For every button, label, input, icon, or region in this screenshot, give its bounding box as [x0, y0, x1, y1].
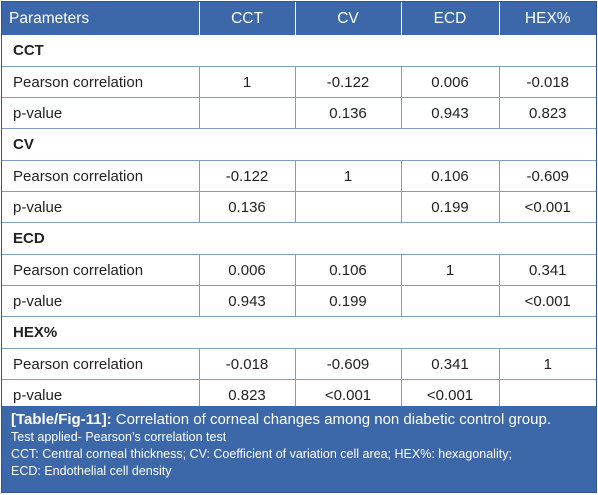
- table-cell: 0.006: [401, 66, 500, 98]
- row-label: Pearson correlation: [2, 348, 200, 380]
- section-row-cct: CCT: [2, 35, 596, 67]
- table-cell: -0.018: [499, 66, 596, 98]
- caption-title: Correlation of corneal changes among non…: [115, 411, 552, 428]
- header-cv: CV: [295, 2, 402, 35]
- table-cell: [199, 97, 296, 129]
- table-row: Pearson correlation 0.006 0.106 1 0.341: [2, 254, 596, 286]
- row-label: Pearson correlation: [2, 254, 200, 286]
- row-label: p-value: [2, 285, 200, 317]
- table-cell: [295, 191, 402, 223]
- correlation-table: Parameters CCT CV ECD HEX% CCT Pearson c…: [2, 2, 596, 411]
- table-cell: 0.106: [295, 254, 402, 286]
- table-cell: 0.199: [295, 285, 402, 317]
- table-cell: 0.136: [295, 97, 402, 129]
- caption-tag: [Table/Fig-11]:: [11, 411, 112, 428]
- table-cell: 0.341: [499, 254, 596, 286]
- table-cell: -0.609: [499, 160, 596, 192]
- section-row-ecd: ECD: [2, 222, 596, 255]
- table-row: Pearson correlation 1 -0.122 0.006 -0.01…: [2, 66, 596, 98]
- table-cell: 0.823: [199, 379, 296, 411]
- table-cell: 1: [199, 66, 296, 98]
- table-cell: 0.943: [401, 97, 500, 129]
- row-label: p-value: [2, 191, 200, 223]
- table-cell: -0.122: [199, 160, 296, 192]
- section-title: CCT: [2, 35, 596, 67]
- table-caption: [Table/Fig-11]: Correlation of corneal c…: [2, 406, 596, 492]
- table-row: p-value 0.136 0.199 <0.001: [2, 191, 596, 223]
- table-cell: [401, 285, 500, 317]
- table-cell: 0.006: [199, 254, 296, 286]
- caption-abbreviations-1: CCT: Central corneal thickness; CV: Coef…: [11, 447, 512, 461]
- table-cell: 0.823: [499, 97, 596, 129]
- table-cell: 1: [401, 254, 500, 286]
- caption-title-line: [Table/Fig-11]: Correlation of corneal c…: [11, 410, 589, 429]
- section-title: ECD: [2, 222, 596, 255]
- header-row: Parameters CCT CV ECD HEX%: [2, 2, 596, 35]
- row-label: p-value: [2, 379, 200, 411]
- table-row: p-value 0.943 0.199 <0.001: [2, 285, 596, 317]
- table-cell: 1: [499, 348, 596, 380]
- table-cell: 0.341: [401, 348, 500, 380]
- table-cell: 0.199: [401, 191, 500, 223]
- table-cell: 0.136: [199, 191, 296, 223]
- table-cell: <0.001: [499, 191, 596, 223]
- section-row-hex: HEX%: [2, 316, 596, 349]
- table-row: Pearson correlation -0.018 -0.609 0.341 …: [2, 348, 596, 380]
- row-label: Pearson correlation: [2, 66, 200, 98]
- header-hex: HEX%: [499, 2, 596, 35]
- table-cell: 0.943: [199, 285, 296, 317]
- header-cct: CCT: [199, 2, 296, 35]
- table-row: Pearson correlation -0.122 1 0.106 -0.60…: [2, 160, 596, 192]
- section-title: CV: [2, 128, 596, 161]
- header-ecd: ECD: [401, 2, 500, 35]
- table-cell: 1: [295, 160, 402, 192]
- caption-test: Test applied- Pearson’s correlation test: [11, 430, 227, 444]
- header-parameters: Parameters: [2, 2, 200, 35]
- row-label: p-value: [2, 97, 200, 129]
- table-row: p-value 0.136 0.943 0.823: [2, 97, 596, 129]
- table-cell: 0.106: [401, 160, 500, 192]
- section-title: HEX%: [2, 316, 596, 349]
- table-cell: -0.018: [199, 348, 296, 380]
- table-cell: -0.609: [295, 348, 402, 380]
- section-row-cv: CV: [2, 128, 596, 161]
- table-cell: -0.122: [295, 66, 402, 98]
- table-cell: <0.001: [499, 285, 596, 317]
- row-label: Pearson correlation: [2, 160, 200, 192]
- caption-abbreviations-2: ECD: Endothelial cell density: [11, 464, 172, 478]
